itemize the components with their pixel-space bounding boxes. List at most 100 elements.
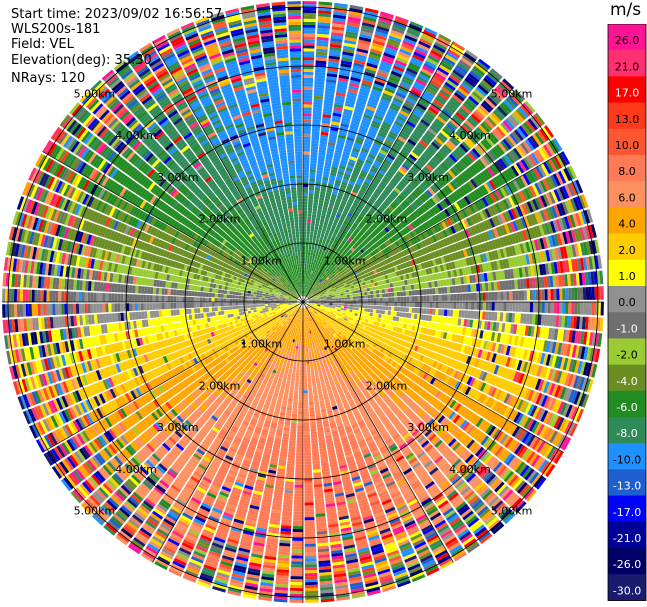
velocity-gate bbox=[295, 464, 303, 468]
velocity-gate bbox=[298, 343, 301, 347]
velocity-gate bbox=[316, 214, 321, 219]
velocity-gate bbox=[355, 296, 359, 299]
velocity-gate bbox=[326, 76, 337, 81]
velocity-gate bbox=[351, 215, 357, 220]
velocity-gate bbox=[335, 179, 342, 184]
velocity-gate bbox=[316, 280, 320, 284]
velocity-gate bbox=[326, 189, 332, 194]
velocity-gate bbox=[308, 243, 312, 247]
velocity-gate bbox=[304, 505, 314, 509]
velocity-gate bbox=[312, 344, 316, 349]
velocity-gate bbox=[344, 102, 355, 108]
velocity-gate bbox=[415, 105, 426, 114]
velocity-gate bbox=[312, 386, 317, 390]
velocity-gate bbox=[307, 258, 310, 262]
velocity-gate bbox=[364, 205, 370, 211]
velocity-gate bbox=[333, 238, 338, 243]
velocity-gate bbox=[309, 270, 312, 274]
velocity-gate bbox=[363, 311, 368, 315]
velocity-gate bbox=[396, 311, 400, 317]
velocity-gate bbox=[349, 306, 353, 310]
velocity-gate bbox=[361, 167, 369, 173]
velocity-gate bbox=[512, 302, 516, 312]
velocity-gate bbox=[323, 201, 329, 205]
velocity-gate bbox=[309, 267, 312, 271]
velocity-gate bbox=[306, 351, 309, 355]
velocity-gate bbox=[338, 296, 342, 298]
velocity-gate bbox=[317, 254, 321, 258]
velocity-gate bbox=[313, 362, 317, 366]
velocity-gate bbox=[371, 165, 379, 172]
velocity-gate bbox=[309, 410, 315, 414]
velocity-gate bbox=[348, 196, 355, 202]
velocity-gate bbox=[303, 204, 308, 208]
velocity-gate bbox=[304, 322, 306, 326]
velocity-gate bbox=[304, 464, 312, 468]
velocity-gate bbox=[308, 333, 311, 337]
velocity-gate bbox=[345, 287, 349, 291]
velocity-gate bbox=[312, 389, 318, 393]
velocity-gate bbox=[337, 231, 343, 236]
velocity-gate bbox=[303, 98, 313, 102]
velocity-gate bbox=[319, 140, 328, 145]
velocity-gate bbox=[353, 111, 363, 117]
velocity-gate bbox=[387, 133, 397, 141]
velocity-gate bbox=[316, 172, 323, 177]
velocity-gate bbox=[346, 186, 353, 192]
velocity-gate bbox=[297, 422, 303, 426]
velocity-gate bbox=[303, 425, 310, 429]
velocity-gate bbox=[367, 56, 380, 63]
velocity-gate bbox=[291, 344, 294, 349]
velocity-gate bbox=[412, 296, 416, 302]
velocity-gate bbox=[385, 306, 389, 311]
velocity-gate bbox=[310, 366, 314, 370]
velocity-gate bbox=[318, 251, 322, 256]
velocity-gate bbox=[353, 186, 360, 192]
velocity-gate bbox=[327, 208, 333, 212]
velocity-gate bbox=[314, 279, 318, 283]
velocity-gate bbox=[303, 175, 309, 179]
velocity-gate bbox=[318, 278, 322, 282]
velocity-gate bbox=[303, 160, 310, 164]
velocity-gate bbox=[303, 201, 308, 205]
velocity-gate bbox=[335, 303, 339, 306]
velocity-gate bbox=[425, 111, 436, 120]
velocity-gate bbox=[391, 302, 395, 307]
velocity-gate bbox=[373, 114, 384, 121]
velocity-gate bbox=[403, 296, 407, 302]
velocity-gate bbox=[407, 94, 418, 102]
velocity-gate bbox=[345, 142, 353, 148]
velocity-gate bbox=[314, 78, 325, 82]
velocity-gate bbox=[323, 105, 333, 110]
velocity-gate bbox=[315, 259, 319, 264]
velocity-gate bbox=[446, 286, 451, 294]
velocity-gate bbox=[314, 187, 321, 192]
velocity-gate bbox=[577, 287, 581, 300]
velocity-gate bbox=[298, 399, 303, 403]
velocity-gate bbox=[292, 543, 303, 547]
velocity-gate bbox=[315, 54, 328, 59]
velocity-gate bbox=[303, 355, 306, 358]
velocity-gate bbox=[383, 175, 391, 182]
velocity-gate bbox=[313, 250, 317, 254]
velocity-gate bbox=[341, 156, 349, 162]
velocity-gate bbox=[370, 298, 374, 302]
velocity-gate bbox=[403, 37, 417, 46]
velocity-gate bbox=[287, 401, 293, 405]
velocity-gate bbox=[289, 386, 295, 390]
velocity-gate bbox=[352, 169, 360, 175]
velocity-gate bbox=[321, 258, 325, 263]
velocity-gate bbox=[293, 514, 303, 518]
velocity-gate bbox=[299, 381, 303, 385]
velocity-gate bbox=[315, 279, 319, 283]
velocity-gate bbox=[459, 302, 463, 310]
velocity-gate bbox=[415, 302, 419, 308]
velocity-gate bbox=[308, 292, 311, 296]
velocity-gate bbox=[324, 250, 329, 255]
velocity-gate bbox=[294, 384, 299, 388]
velocity-gate bbox=[359, 125, 369, 131]
velocity-gate bbox=[355, 228, 360, 233]
velocity-gate bbox=[363, 194, 370, 201]
velocity-gate bbox=[468, 302, 472, 310]
velocity-gate bbox=[292, 523, 303, 527]
